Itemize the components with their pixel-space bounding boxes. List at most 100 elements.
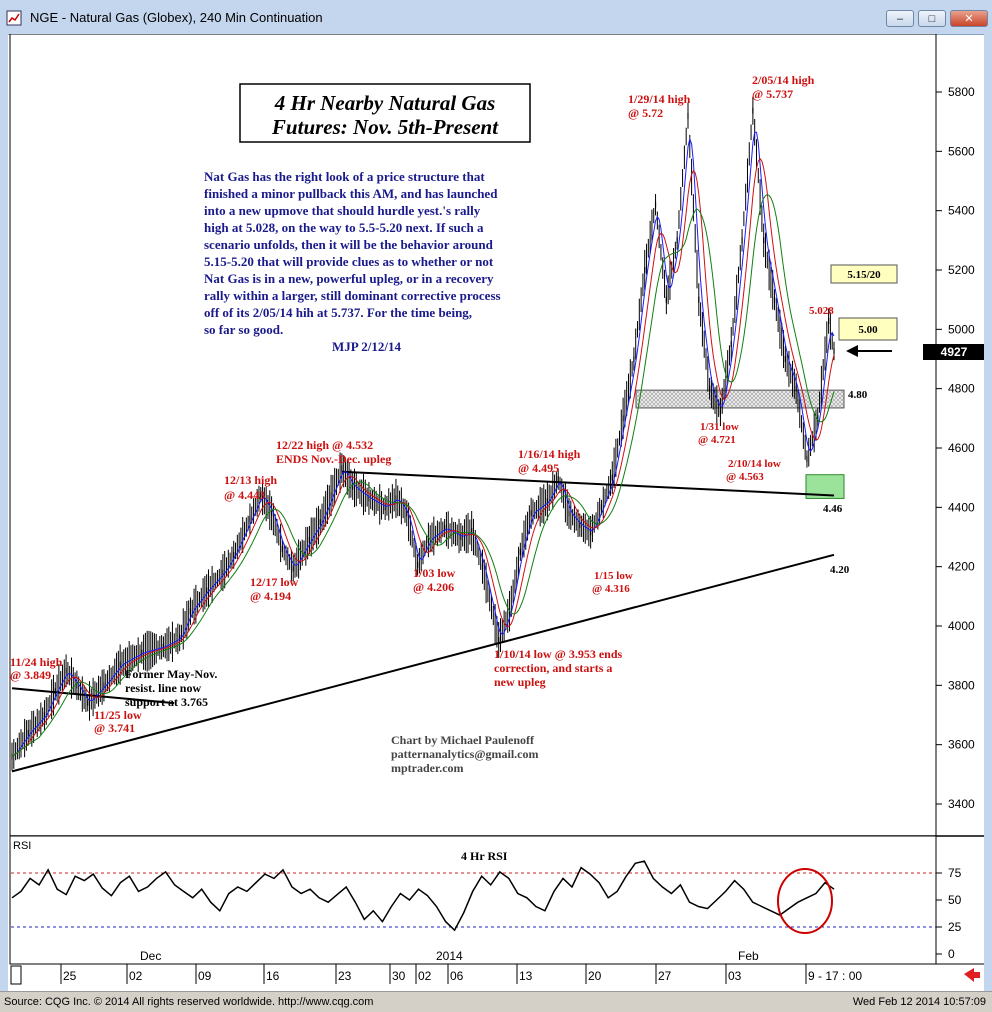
- day-label: 02: [418, 969, 432, 983]
- last-price-value: 4927: [941, 345, 968, 359]
- commentary-line: scenario unfolds, then it will be the be…: [204, 237, 494, 252]
- annotation-label: @ 5.72: [628, 106, 663, 120]
- rsi-axis: 0 25 50 75: [11, 866, 962, 961]
- credit-line: Chart by Michael Paulenoff: [391, 733, 535, 747]
- rsi-panel-label: RSI: [13, 840, 31, 852]
- commentary-line: 5.15-5.20 that will provide clues as to …: [204, 254, 494, 269]
- chart-credits: Chart by Michael Paulenoff patternanalyt…: [391, 733, 538, 775]
- annotation-label: 1/29/14 high: [628, 92, 691, 106]
- annotation-label: 1/03 low: [413, 566, 456, 580]
- day-label: 20: [588, 969, 602, 983]
- annotation-label: new upleg: [494, 675, 546, 689]
- commentary-line: rally within a larger, still dominant co…: [204, 288, 501, 303]
- credit-line: mptrader.com: [391, 761, 464, 775]
- annotation-label: 12/22 high @ 4.532: [276, 438, 373, 452]
- minimize-button[interactable]: –: [886, 10, 914, 27]
- day-label: 02: [129, 969, 143, 983]
- price-tick-label: 5200: [948, 263, 975, 277]
- trendline: [341, 470, 835, 497]
- price-tick-label: 3600: [948, 738, 975, 752]
- annotation-label: @ 4.194: [250, 589, 291, 603]
- price-axis: 3400 3600 3800 4000 4200 4400 4600 4800 5000 5200…: [936, 85, 975, 811]
- signature: MJP 2/12/14: [332, 339, 401, 354]
- scroll-right-arrow-icon[interactable]: [964, 968, 980, 982]
- level-label-4.80: 4.80: [848, 389, 868, 401]
- annotation-label: 1/10/14 low @ 3.953 ends: [494, 647, 623, 661]
- annotation-label: correction, and starts a: [494, 661, 612, 675]
- annotation-label: @ 3.849: [10, 668, 51, 682]
- commentary-line: so far so good.: [204, 322, 283, 337]
- last-price-badge: [923, 344, 984, 360]
- rsi-line: [11, 860, 835, 932]
- restore-button[interactable]: □: [918, 10, 946, 27]
- price-panel-frame: [9, 34, 937, 837]
- moving-average-lines: [11, 131, 835, 757]
- annotation-label: 1/15 low: [594, 570, 633, 582]
- annotation-label: @ 5.737: [752, 87, 793, 101]
- price-annotations: 11/24 high @ 3.849 11/25 low @ 3.741 12/…: [10, 73, 834, 735]
- rsi-tick-label: 75: [948, 866, 962, 880]
- annotation-label: @ 3.741: [94, 721, 135, 735]
- day-label: 25: [63, 969, 77, 983]
- day-label: 23: [338, 969, 352, 983]
- status-source: Source: CQG Inc. © 2014 All rights reser…: [4, 996, 374, 1008]
- price-arrow-head: [846, 345, 858, 357]
- price-bars: [11, 96, 835, 771]
- annotation-label: 5.028: [809, 305, 834, 317]
- annotation-label: 12/17 low: [250, 575, 299, 589]
- annotation-label: @ 4.495: [518, 461, 559, 475]
- rsi-tick-label: 0: [948, 947, 955, 961]
- support-note-line: Former May-Nov.: [125, 667, 217, 681]
- price-tick-label: 5800: [948, 85, 975, 99]
- zone-4-46: [805, 474, 845, 499]
- commentary-line: off of its 2/05/14 hih at 5.737. For the…: [204, 305, 472, 320]
- month-label: 2014: [436, 949, 463, 963]
- day-label: 9 - 17 : 00: [808, 969, 862, 983]
- annotation-label: 1/31 low: [700, 421, 739, 433]
- chart-title-line-2: Futures: Nov. 5th-Present: [271, 115, 499, 139]
- target-box-515-520: [830, 264, 898, 284]
- rsi-series: [11, 860, 835, 932]
- zone-4-80: [635, 389, 845, 409]
- day-label: 30: [392, 969, 406, 983]
- price-chart: 3400 3600 3800 4000 4200 4400 4600 4800 5000 5200…: [9, 34, 984, 985]
- annotation-label: @ 4.563: [726, 471, 764, 483]
- window-title: NGE - Natural Gas (Globex), 240 Min Cont…: [30, 10, 323, 25]
- moving-average-line: [11, 131, 835, 757]
- price-tick-label: 4600: [948, 441, 975, 455]
- price-tick-label: 3400: [948, 797, 975, 811]
- target-label-500: 5.00: [858, 324, 878, 336]
- credit-line: patternanalytics@gmail.com: [391, 747, 538, 761]
- month-label: Feb: [738, 949, 759, 963]
- level-labels: 4.80 4.46 4.20: [823, 389, 868, 576]
- support-note-line: resist. line now: [125, 681, 201, 695]
- annotation-label: ENDS Nov.-Dec. upleg: [276, 452, 391, 466]
- time-axis: Dec 2014 Feb 25 02 09 16 23 30 02 06 13 20 27 03 9 - 17…: [60, 949, 862, 984]
- price-zones: [635, 389, 845, 499]
- commentary-line: Nat Gas is in a new, powerful upleg, or …: [204, 271, 494, 286]
- annotation-label: 11/24 high: [10, 655, 63, 669]
- rsi-highlight-circle: [777, 868, 833, 934]
- moving-average-line: [11, 194, 835, 757]
- status-bar: Source: CQG Inc. © 2014 All rights reser…: [0, 991, 992, 1012]
- day-label: 13: [519, 969, 533, 983]
- day-label: 16: [266, 969, 280, 983]
- annotation-label: 12/13 high: [224, 473, 277, 487]
- price-tick-label: 4200: [948, 560, 975, 574]
- trendline: [11, 553, 835, 773]
- price-tick-label: 5000: [948, 322, 975, 336]
- day-label: 06: [450, 969, 464, 983]
- annotation-label: @ 4.721: [698, 434, 736, 446]
- price-tick-label: 3800: [948, 678, 975, 692]
- window-titlebar: NGE - Natural Gas (Globex), 240 Min Cont…: [0, 0, 992, 35]
- annotation-label: 11/25 low: [94, 708, 142, 722]
- rsi-tick-label: 50: [948, 893, 962, 907]
- window-frame-right: [984, 34, 992, 991]
- commentary-line: high at 5.028, on the way to 5.5-5.20 ne…: [204, 220, 484, 235]
- chart-title-box: [239, 83, 531, 143]
- price-tick-label: 4800: [948, 382, 975, 396]
- scroll-handle[interactable]: [10, 965, 22, 985]
- close-button[interactable]: ✕: [950, 10, 988, 27]
- chart-title-line-1: 4 Hr Nearby Natural Gas: [274, 91, 496, 115]
- rsi-tick-label: 25: [948, 920, 962, 934]
